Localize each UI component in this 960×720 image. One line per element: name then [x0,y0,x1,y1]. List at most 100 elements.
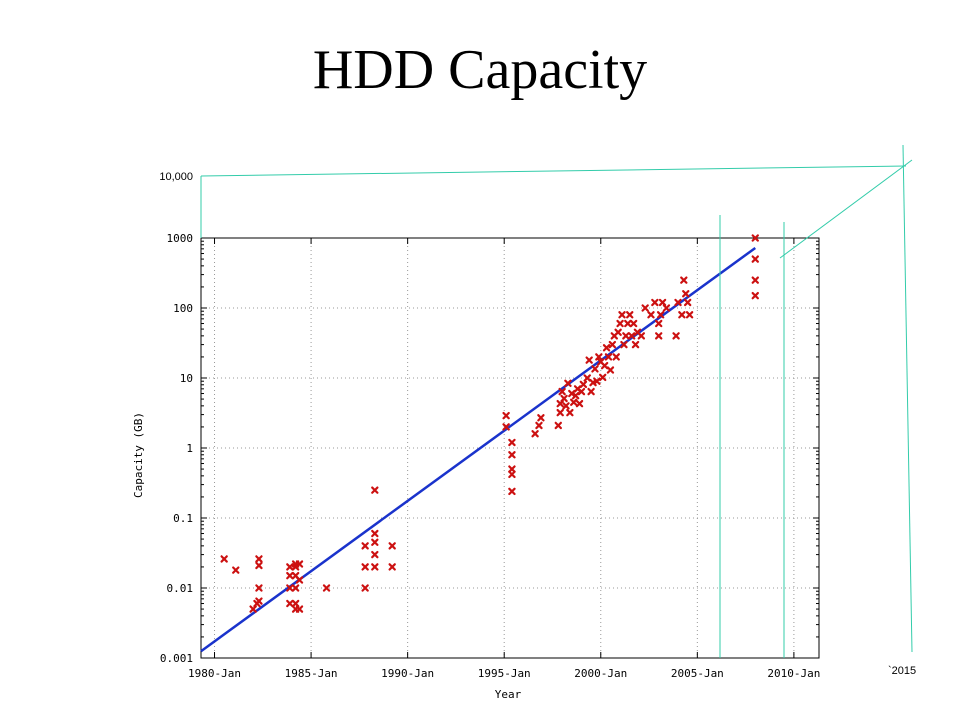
data-point-mark [585,356,593,364]
data-point [662,304,671,312]
data-point [255,561,263,570]
data-point [291,584,300,592]
data-point [606,366,615,374]
data-point [502,423,510,431]
data-point [371,563,379,571]
data-point [508,438,516,447]
trend-line [200,246,757,653]
data-point-mark [232,566,240,574]
data-point [286,571,294,580]
data-point [637,332,646,340]
y-tick-label: 0.1 [173,512,193,525]
data-point-mark [655,319,663,328]
data-point-mark [286,571,294,580]
data-point-mark [656,311,665,319]
data-point-mark [685,311,694,319]
data-point-mark [626,311,634,319]
data-point [683,298,692,307]
data-point [604,353,613,361]
data-point-mark [683,298,692,307]
data-point-mark [255,597,263,605]
data-point [587,387,595,396]
y-axis-title: Capacity (GB) [132,412,145,498]
data-point-mark [295,605,304,613]
data-point-mark [616,319,624,328]
data-point-mark [662,304,671,312]
data-point [656,311,665,319]
data-point-mark [655,332,663,340]
data-point-mark [674,298,682,307]
x-axis-title: Year [495,688,522,701]
projection-top-line [200,165,907,177]
data-point-mark [255,561,263,570]
y-tick-label: 0.001 [160,652,193,665]
data-point [579,380,588,389]
data-point [620,340,628,349]
data-point-mark [620,340,628,349]
data-point [585,356,593,364]
data-point [566,408,574,417]
data-point-mark [751,291,759,300]
data-point-mark [371,486,379,494]
data-point [600,361,609,370]
data-point [655,332,663,340]
data-point-mark [593,377,601,385]
trend-layer [200,246,757,653]
data-point-mark [361,542,369,550]
data-point [249,605,257,613]
grid-layer [201,238,819,658]
data-point [295,560,304,568]
data-point [631,340,640,349]
data-point [388,542,396,550]
data-point [502,411,510,420]
data-point [556,408,564,417]
data-point-mark [641,304,649,312]
data-point-mark [604,353,613,361]
data-point [295,576,304,584]
data-point-mark [591,365,599,373]
data-point [371,529,379,538]
data-point [685,311,694,319]
data-point [570,398,578,406]
data-point [571,391,580,400]
data-point [602,344,611,352]
data-point-mark [531,430,539,438]
data-point-mark [629,319,638,328]
data-point-mark [556,408,564,417]
data-point [629,319,638,328]
data-point-mark [622,332,630,340]
data-point-mark [612,353,620,361]
data-point [680,276,688,284]
data-point [508,465,516,473]
data-point-mark [295,560,304,568]
data-point-mark [371,563,379,571]
data-point [388,563,396,571]
data-point-mark [537,414,545,422]
data-point [361,584,369,592]
data-point-mark [631,340,640,349]
y-tick-label: 1000 [167,232,194,245]
data-point-mark [587,387,595,396]
data-point-mark [583,374,591,382]
data-point [568,389,576,398]
data-point-mark [295,576,304,584]
projection-2015-line [902,144,913,653]
data-point [322,584,331,592]
data-point [612,353,620,361]
x-tick-label: 2000-Jan [574,667,627,680]
data-point [627,332,636,340]
data-point [564,379,572,387]
data-point [626,311,634,319]
data-point-mark [575,399,584,408]
x-tick-label: 2005-Jan [671,667,724,680]
data-point-mark [371,538,379,546]
data-point-mark [255,584,263,592]
points-layer [220,234,759,613]
data-point [232,566,240,574]
data-point [641,304,649,312]
y-tick-label: 10 [180,372,193,385]
data-point-mark [595,353,603,361]
data-point [361,542,369,550]
data-point-mark [286,563,294,571]
data-point [682,290,690,298]
